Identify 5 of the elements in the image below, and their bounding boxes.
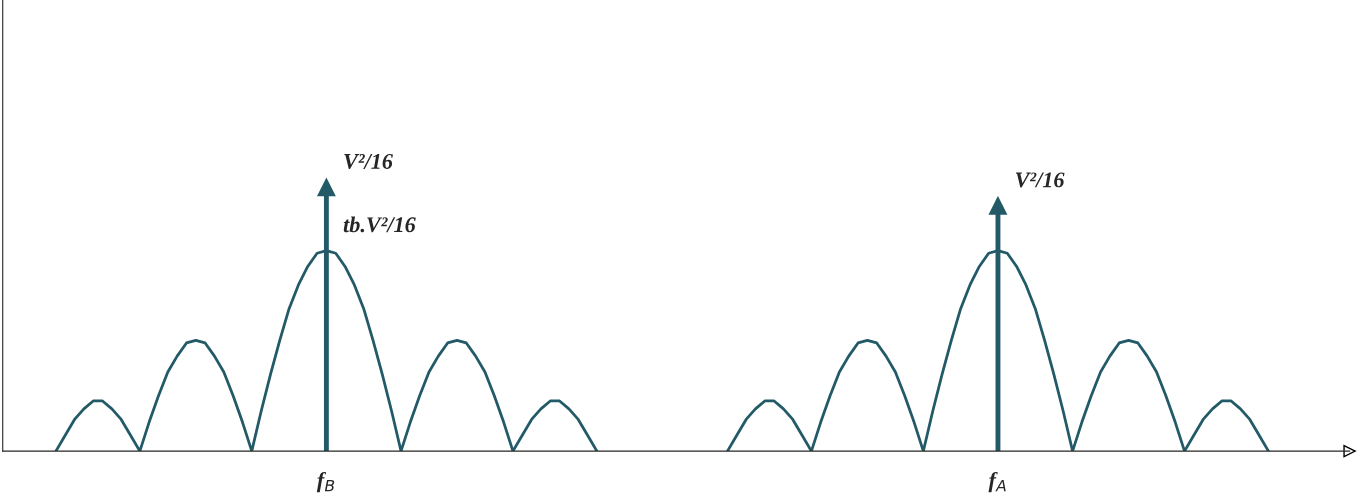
x-tick-label: f$_{A}$ — [988, 471, 1006, 493]
annotation: V²/16 — [1015, 172, 1065, 188]
annotation: tb.V²/16 — [343, 216, 416, 233]
x-tick-label: f$_{B}$ — [316, 471, 335, 493]
annotation: V²/16 — [344, 153, 393, 170]
